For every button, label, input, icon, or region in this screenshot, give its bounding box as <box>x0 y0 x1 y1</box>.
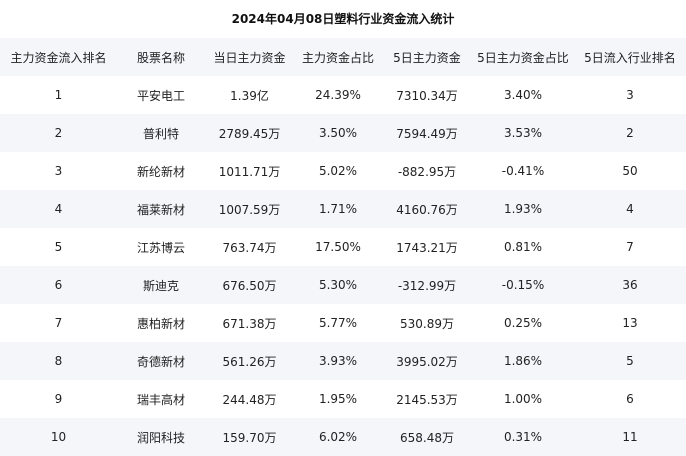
table-row: 1 平安电工 1.39亿 24.39% 7310.34万 3.40% 3 <box>0 76 686 114</box>
header-row: 主力资金流入排名 股票名称 当日主力资金 主力资金占比 5日主力资金 5日主力资… <box>0 38 686 76</box>
cell-daily-main-fund: 1011.71万 <box>218 164 281 179</box>
cell-stock-name: 惠柏新材 <box>136 316 185 331</box>
table-title: 2024年04月08日塑料行业资金流入统计 <box>231 12 455 26</box>
cell-rank: 2 <box>54 126 63 140</box>
cell-stock-name: 福莱新材 <box>136 202 185 217</box>
header-daily-main-fund: 当日主力资金 <box>213 50 286 65</box>
cell-stock-name: 江苏博云 <box>136 240 185 255</box>
cell-5day-industry-rank: 36 <box>622 278 638 292</box>
cell-5day-main-fund: -312.99万 <box>397 278 457 293</box>
table-row: 8 奇德新材 561.26万 3.93% 3995.02万 1.86% 5 <box>0 342 686 380</box>
header-rank: 主力资金流入排名 <box>10 50 107 65</box>
fund-flow-table: 主力资金流入排名 股票名称 当日主力资金 主力资金占比 5日主力资金 5日主力资… <box>0 38 686 456</box>
cell-rank: 10 <box>50 430 67 444</box>
table-row: 5 江苏博云 763.74万 17.50% 1743.21万 0.81% 7 <box>0 228 686 266</box>
cell-main-fund-ratio: 1.71% <box>318 202 358 216</box>
header-main-fund-ratio: 主力资金占比 <box>301 50 374 65</box>
cell-5day-main-fund-ratio: 1.86% <box>503 354 543 368</box>
cell-rank: 4 <box>54 202 63 216</box>
cell-main-fund-ratio: 1.95% <box>318 392 358 406</box>
cell-daily-main-fund: 676.50万 <box>222 278 277 293</box>
cell-main-fund-ratio: 5.02% <box>318 164 358 178</box>
cell-stock-name: 新纶新材 <box>136 164 185 179</box>
cell-5day-industry-rank: 50 <box>622 164 638 178</box>
header-stock-name: 股票名称 <box>136 50 185 65</box>
cell-rank: 5 <box>54 240 63 254</box>
cell-5day-industry-rank: 2 <box>626 126 634 140</box>
header-5day-main-fund: 5日主力资金 <box>393 50 461 65</box>
cell-5day-main-fund: 530.89万 <box>400 316 454 331</box>
cell-5day-main-fund: 658.48万 <box>400 430 454 445</box>
cell-5day-main-fund: 3995.02万 <box>396 354 458 369</box>
table-row: 9 瑞丰高材 244.48万 1.95% 2145.53万 1.00% 6 <box>0 380 686 418</box>
cell-5day-industry-rank: 13 <box>622 316 638 330</box>
cell-5day-main-fund-ratio: -0.41% <box>501 164 545 178</box>
cell-main-fund-ratio: 3.50% <box>318 126 358 140</box>
cell-main-fund-ratio: 5.30% <box>318 278 358 292</box>
cell-5day-main-fund: 7594.49万 <box>396 126 458 141</box>
cell-daily-main-fund: 2789.45万 <box>218 126 281 141</box>
cell-main-fund-ratio: 6.02% <box>318 430 358 444</box>
cell-rank: 8 <box>54 354 63 368</box>
cell-main-fund-ratio: 24.39% <box>315 88 361 102</box>
table-row: 10 润阳科技 159.70万 6.02% 658.48万 0.31% 11 <box>0 418 686 456</box>
cell-main-fund-ratio: 5.77% <box>318 316 358 330</box>
cell-stock-name: 奇德新材 <box>136 354 185 369</box>
cell-stock-name: 瑞丰高材 <box>136 392 185 407</box>
cell-5day-main-fund-ratio: 1.00% <box>503 392 543 406</box>
cell-5day-main-fund-ratio: 0.81% <box>503 240 543 254</box>
cell-rank: 3 <box>54 164 63 178</box>
cell-rank: 9 <box>54 392 63 406</box>
cell-5day-main-fund: 4160.76万 <box>396 202 458 217</box>
cell-5day-industry-rank: 5 <box>626 354 634 368</box>
cell-daily-main-fund: 1007.59万 <box>218 202 281 217</box>
cell-5day-industry-rank: 3 <box>626 88 634 102</box>
cell-rank: 7 <box>54 316 63 330</box>
cell-stock-name: 斯迪克 <box>142 278 179 293</box>
cell-5day-industry-rank: 6 <box>626 392 634 406</box>
cell-daily-main-fund: 763.74万 <box>222 240 277 255</box>
cell-stock-name: 润阳科技 <box>136 430 185 445</box>
header-5day-industry-rank: 5日流入行业排名 <box>584 50 676 65</box>
cell-5day-industry-rank: 7 <box>626 240 634 254</box>
cell-5day-industry-rank: 11 <box>622 430 638 444</box>
cell-5day-main-fund-ratio: 3.53% <box>503 126 543 140</box>
cell-daily-main-fund: 671.38万 <box>222 316 277 331</box>
cell-5day-main-fund-ratio: 0.31% <box>503 430 543 444</box>
cell-daily-main-fund: 1.39亿 <box>230 88 269 103</box>
cell-5day-main-fund: 7310.34万 <box>396 88 458 103</box>
table-row: 7 惠柏新材 671.38万 5.77% 530.89万 0.25% 13 <box>0 304 686 342</box>
table-row: 3 新纶新材 1011.71万 5.02% -882.95万 -0.41% 50 <box>0 152 686 190</box>
cell-5day-industry-rank: 4 <box>626 202 634 216</box>
table-row: 6 斯迪克 676.50万 5.30% -312.99万 -0.15% 36 <box>0 266 686 304</box>
table-row: 2 普利特 2789.45万 3.50% 7594.49万 3.53% 2 <box>0 114 686 152</box>
cell-rank: 1 <box>54 88 63 102</box>
cell-5day-main-fund: -882.95万 <box>397 164 457 179</box>
header-5day-main-fund-ratio: 5日主力资金占比 <box>477 50 569 65</box>
cell-stock-name: 普利特 <box>142 126 179 141</box>
cell-daily-main-fund: 244.48万 <box>222 392 277 407</box>
table-row: 4 福莱新材 1007.59万 1.71% 4160.76万 1.93% 4 <box>0 190 686 228</box>
cell-5day-main-fund-ratio: -0.15% <box>501 278 545 292</box>
cell-5day-main-fund-ratio: 0.25% <box>503 316 543 330</box>
cell-stock-name: 平安电工 <box>136 88 185 103</box>
cell-5day-main-fund-ratio: 3.40% <box>503 88 543 102</box>
cell-5day-main-fund: 2145.53万 <box>396 392 458 407</box>
cell-5day-main-fund-ratio: 1.93% <box>503 202 543 216</box>
cell-daily-main-fund: 159.70万 <box>222 430 277 445</box>
cell-main-fund-ratio: 3.93% <box>318 354 358 368</box>
cell-main-fund-ratio: 17.50% <box>315 240 361 254</box>
cell-daily-main-fund: 561.26万 <box>222 354 277 369</box>
cell-rank: 6 <box>54 278 63 292</box>
cell-5day-main-fund: 1743.21万 <box>396 240 458 255</box>
